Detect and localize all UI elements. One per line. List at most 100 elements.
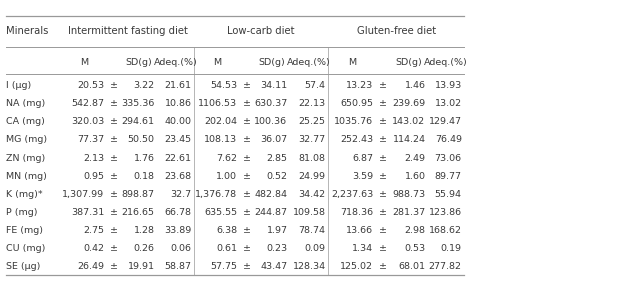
Text: 1.97: 1.97 [266,226,287,235]
Text: 13.23: 13.23 [346,81,373,90]
Text: ±: ± [110,190,118,199]
Text: ±: ± [110,244,118,253]
Text: K (mg)*: K (mg)* [6,190,43,199]
Text: Low-carb diet: Low-carb diet [227,26,295,36]
Text: 2.85: 2.85 [266,154,287,162]
Text: Minerals: Minerals [6,26,49,36]
Text: 25.25: 25.25 [299,117,326,126]
Text: Adeq.(%): Adeq.(%) [154,58,197,67]
Text: 0.52: 0.52 [266,172,287,181]
Text: 0.42: 0.42 [83,244,104,253]
Text: 718.36: 718.36 [340,208,373,217]
Text: MG (mg): MG (mg) [6,135,48,145]
Text: 1,376.78: 1,376.78 [195,190,237,199]
Text: 40.00: 40.00 [165,117,191,126]
Text: MN (mg): MN (mg) [6,172,47,181]
Text: 244.87: 244.87 [254,208,287,217]
Text: ±: ± [110,208,118,217]
Text: ±: ± [110,99,118,108]
Text: ±: ± [110,154,118,162]
Text: 32.7: 32.7 [170,190,191,199]
Text: 1.00: 1.00 [216,172,237,181]
Text: ±: ± [110,262,118,271]
Text: 168.62: 168.62 [429,226,462,235]
Text: 1.76: 1.76 [134,154,155,162]
Text: ±: ± [379,154,387,162]
Text: ±: ± [379,135,387,145]
Text: FE (mg): FE (mg) [6,226,43,235]
Text: 66.78: 66.78 [165,208,191,217]
Text: 630.37: 630.37 [254,99,287,108]
Text: 76.49: 76.49 [435,135,462,145]
Text: 1,307.99: 1,307.99 [62,190,104,199]
Text: SE (μg): SE (μg) [6,262,41,271]
Text: 20.53: 20.53 [77,81,104,90]
Text: 129.47: 129.47 [429,117,462,126]
Text: 1.46: 1.46 [404,81,425,90]
Text: 202.04: 202.04 [204,117,237,126]
Text: 294.61: 294.61 [121,117,155,126]
Text: ±: ± [243,172,251,181]
Text: ±: ± [243,262,251,271]
Text: M: M [348,58,356,67]
Text: 26.49: 26.49 [78,262,104,271]
Text: ±: ± [379,190,387,199]
Text: CU (mg): CU (mg) [6,244,46,253]
Text: 3.59: 3.59 [352,172,373,181]
Text: 542.87: 542.87 [71,99,104,108]
Text: ±: ± [243,99,251,108]
Text: ±: ± [379,99,387,108]
Text: ±: ± [379,262,387,271]
Text: 33.89: 33.89 [164,226,191,235]
Text: 6.38: 6.38 [216,226,237,235]
Text: 988.73: 988.73 [392,190,425,199]
Text: 335.36: 335.36 [121,99,155,108]
Text: 1035.76: 1035.76 [334,117,373,126]
Text: ±: ± [243,190,251,199]
Text: 2.49: 2.49 [404,154,425,162]
Text: 77.37: 77.37 [77,135,104,145]
Text: 109.58: 109.58 [293,208,326,217]
Text: ±: ± [379,244,387,253]
Text: 635.55: 635.55 [204,208,237,217]
Text: 57.4: 57.4 [305,81,326,90]
Text: 50.50: 50.50 [128,135,155,145]
Text: 81.08: 81.08 [299,154,326,162]
Text: M: M [213,58,221,67]
Text: ±: ± [243,81,251,90]
Text: 0.18: 0.18 [134,172,155,181]
Text: 1.28: 1.28 [134,226,155,235]
Text: ±: ± [243,208,251,217]
Text: 125.02: 125.02 [340,262,373,271]
Text: 10.86: 10.86 [165,99,191,108]
Text: 2.13: 2.13 [83,154,104,162]
Text: Adeq.(%): Adeq.(%) [424,58,468,67]
Text: 2.75: 2.75 [83,226,104,235]
Text: 2,237.63: 2,237.63 [331,190,373,199]
Text: 32.77: 32.77 [298,135,326,145]
Text: 1.34: 1.34 [352,244,373,253]
Text: 0.53: 0.53 [404,244,425,253]
Text: SD(g): SD(g) [258,58,286,67]
Text: 34.11: 34.11 [260,81,287,90]
Text: 22.13: 22.13 [298,99,326,108]
Text: 23.45: 23.45 [164,135,191,145]
Text: 6.87: 6.87 [352,154,373,162]
Text: 0.95: 0.95 [83,172,104,181]
Text: 2.98: 2.98 [404,226,425,235]
Text: SD(g): SD(g) [125,58,153,67]
Text: P (mg): P (mg) [6,208,38,217]
Text: 19.91: 19.91 [128,262,155,271]
Text: 482.84: 482.84 [254,190,287,199]
Text: 0.19: 0.19 [441,244,462,253]
Text: ±: ± [379,226,387,235]
Text: Adeq.(%): Adeq.(%) [287,58,331,67]
Text: 108.13: 108.13 [204,135,237,145]
Text: ±: ± [379,208,387,217]
Text: ZN (mg): ZN (mg) [6,154,46,162]
Text: I (μg): I (μg) [6,81,32,90]
Text: 898.87: 898.87 [121,190,155,199]
Text: 0.23: 0.23 [266,244,287,253]
Text: SD(g): SD(g) [396,58,422,67]
Text: 387.31: 387.31 [71,208,104,217]
